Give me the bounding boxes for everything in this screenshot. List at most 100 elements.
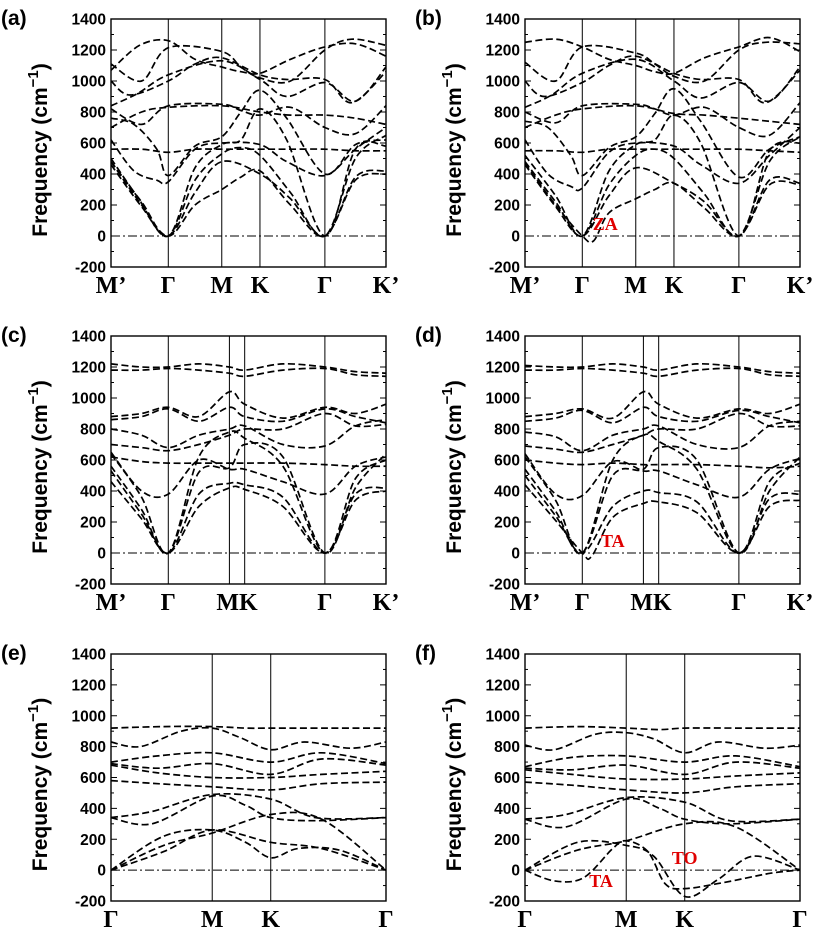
band-curve-b5 [525,420,800,452]
y-axis-label-exponent: −1 [439,705,456,722]
band-curve-b5 [111,418,386,449]
band-curve-b6 [111,779,386,791]
y-tick-label: 1200 [72,43,106,60]
band-curve-b5 [111,102,386,136]
y-tick-label: 200 [494,832,520,849]
band-curve-b1 [525,725,800,731]
band-curve-b3 [111,751,386,765]
band-curve-b2 [525,41,800,84]
mode-annotation: TA [589,871,613,891]
band-curve-b2 [525,367,800,378]
x-tick-label: K’ [787,590,814,616]
panel-e: -200 0 200 400 600 800 1000 1200 1400 Γ M K Γ Frequen… [1,642,394,933]
y-tick-label: 1000 [72,391,106,408]
y-tick-label: 400 [494,484,520,501]
y-tick-label: 1200 [486,677,520,694]
band-curve-b9 [525,839,800,898]
x-tick-label: MK [630,590,672,616]
panel-d: -200 0 200 400 600 800 1000 1200 1400 M’ Γ MK Γ K’ Fre… [415,324,813,616]
y-tick-label: -200 [75,577,106,594]
band-group [525,362,800,561]
band-curve-b9 [525,126,800,192]
panel-a: -200 0 200 400 600 800 1000 1200 1400 M’ Γ M K Γ K’ Fre… [1,7,399,299]
x-tick-label: K’ [373,273,400,299]
band-curve-b7 [525,796,800,823]
band-curve-b9 [111,126,386,185]
y-tick-label: 1200 [72,677,106,694]
y-tick-label: 1000 [486,708,520,725]
band-curve-b4 [525,406,800,424]
band-curve-b6 [525,781,800,794]
y-axis-label-exponent: −1 [25,705,42,722]
band-curve-b4 [111,406,386,424]
y-axis-label-close: ) [443,380,466,387]
band-curve-b5 [525,102,800,138]
mode-annotation: TO [672,848,698,868]
panel-label: (d) [415,324,442,347]
band-curve-b7 [111,89,386,177]
y-tick-label: -200 [489,260,520,277]
band-curve-b9 [525,433,800,555]
y-axis-label-exponent: −1 [439,70,456,87]
y-tick-label: 200 [80,198,106,215]
band-curve-b13 [111,161,386,238]
panel-label: (c) [1,324,27,347]
y-tick-label: 600 [494,136,520,153]
y-axis-label-close: ) [29,698,52,705]
x-tick-label: Γ [731,590,746,616]
x-tick-label: M’ [96,273,127,299]
x-tick-label: M’ [510,273,541,299]
x-tick-label: MK [216,590,258,616]
y-axis-label-exponent: −1 [439,387,456,404]
x-tick-label: Γ [378,907,393,933]
y-tick-label: 1400 [72,329,106,346]
y-tick-label: 0 [97,863,106,880]
panel-b: -200 0 200 400 600 800 1000 1200 1400 M’ Γ M K Γ K’ Fre… [415,7,813,299]
x-tick-label: Γ [792,907,807,933]
panel-label: (b) [415,7,442,30]
y-tick-label: 800 [80,739,106,756]
y-tick-label: 400 [80,167,106,184]
band-curve-b3 [525,55,800,104]
x-tick-label: M’ [96,590,127,616]
y-tick-label: 0 [511,229,520,246]
band-curve-b10 [525,445,800,555]
y-tick-label: 800 [494,422,520,439]
band-curve-b2 [111,367,386,378]
y-tick-label: 800 [494,739,520,756]
y-tick-label: 800 [494,105,520,122]
y-axis-label: Frequency (cm−1) [25,380,52,554]
y-tick-label: 200 [80,832,106,849]
band-curve-b3 [111,390,386,419]
band-curve-b8 [111,451,386,499]
band-group [525,725,800,898]
y-tick-label: 0 [97,546,106,563]
x-tick-label: K’ [373,590,400,616]
band-curve-b6 [111,412,386,452]
band-curve-b2 [111,726,386,751]
mode-annotation: TA [601,531,625,551]
band-curve-b12 [525,484,800,561]
panel-label: (f) [415,642,436,665]
band-curve-b2 [525,731,800,754]
band-curve-b8 [525,453,800,501]
y-tick-label: 400 [80,801,106,818]
x-tick-label: M [210,273,233,299]
y-tick-label: 600 [80,453,106,470]
panel-label: (e) [1,642,27,665]
x-tick-label: Γ [161,590,176,616]
y-axis-label: Frequency (cm−1) [25,63,52,237]
y-tick-label: -200 [489,577,520,594]
x-tick-label: Γ [317,590,332,616]
plot-frame [524,653,801,902]
y-tick-label: 600 [494,770,520,787]
band-curve-b11 [525,136,800,238]
band-curve-b10 [111,811,386,871]
y-axis-label-exponent: −1 [25,70,42,87]
y-tick-label: 400 [80,484,106,501]
band-curve-b1 [111,725,386,730]
y-tick-label: 1400 [72,12,106,29]
band-curve-b7 [525,87,800,179]
y-tick-label: 800 [80,105,106,122]
